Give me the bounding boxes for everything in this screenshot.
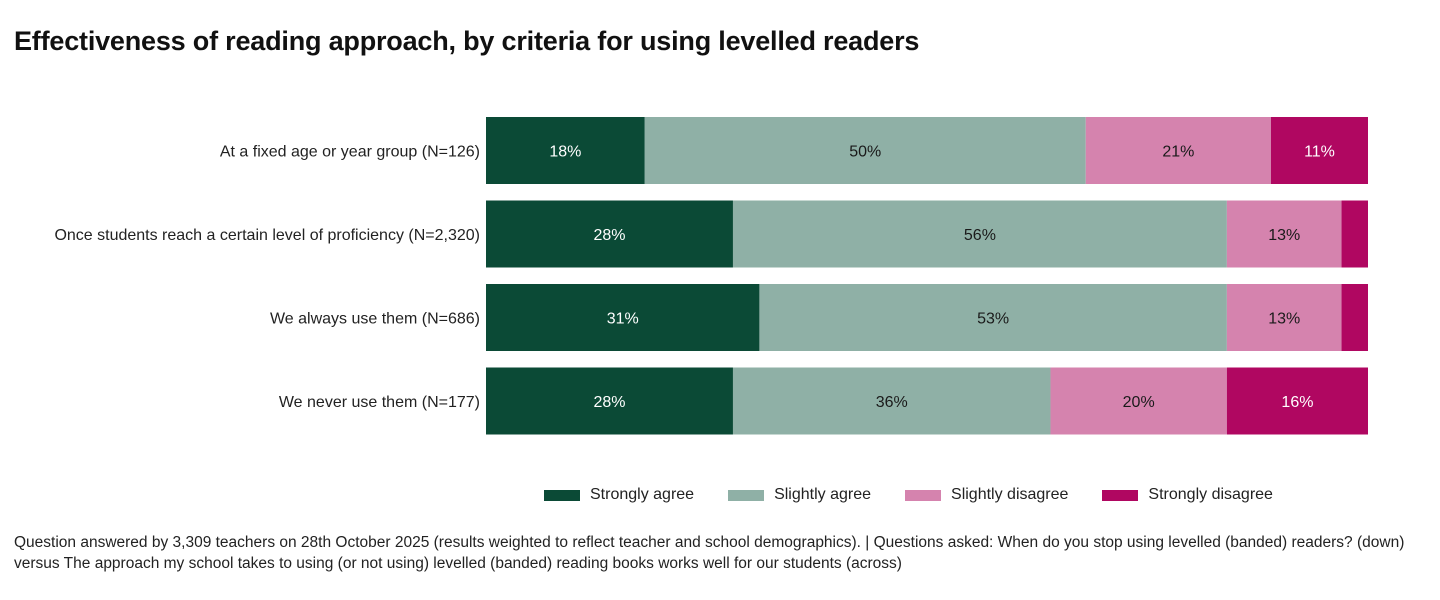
data-label: 13% (1268, 227, 1300, 244)
bar-segment-strongly-disagree (1341, 284, 1368, 351)
legend-label: Strongly agree (590, 486, 695, 503)
legend-swatch (905, 489, 942, 501)
bar-segment-strongly-agree (486, 367, 733, 435)
stacked-bar-chart: At a fixed age or year group (N=126) 18% 5… (54, 117, 1368, 435)
data-label: 20% (1123, 394, 1155, 411)
data-label: 13% (1268, 311, 1300, 328)
data-label: 53% (977, 311, 1009, 328)
data-label: 21% (1162, 144, 1194, 161)
bar-segment-slightly-disagree (1226, 200, 1342, 268)
bar-segment-slightly-disagree (1226, 284, 1342, 351)
bar-segment-slightly-agree (732, 367, 1051, 435)
bar-segment-slightly-agree (644, 117, 1086, 184)
legend-label: Slightly disagree (951, 486, 1069, 503)
data-label: 16% (1281, 394, 1313, 411)
footnote: Question answered by 3,309 teachers on 2… (14, 534, 1405, 572)
category-label: We always use them (N=686) (270, 311, 480, 328)
data-label: 28% (593, 227, 625, 244)
bar-segment-slightly-agree (732, 200, 1227, 268)
legend: Strongly agree Slightly agree Slightly dis… (544, 486, 1307, 504)
data-label: 28% (593, 394, 625, 411)
legend-swatch (728, 489, 765, 501)
bar-segment-slightly-disagree (1085, 117, 1271, 184)
category-label: At a fixed age or year group (N=126) (220, 144, 480, 161)
legend-item: Strongly agree (544, 486, 694, 504)
data-label: 56% (964, 227, 996, 244)
bar-segment-slightly-disagree (1050, 367, 1227, 435)
data-label: 11% (1304, 144, 1335, 161)
chart-title: Effectiveness of reading approach, by cr… (14, 26, 920, 56)
bar-segment-strongly-disagree (1226, 367, 1368, 435)
data-label: 50% (849, 144, 881, 161)
legend-swatch (1102, 489, 1139, 501)
bar-segment-slightly-agree (759, 284, 1227, 351)
category-label: Once students reach a certain level of p… (54, 227, 480, 244)
legend-label: Strongly disagree (1148, 486, 1273, 503)
legend-item: Slightly disagree (905, 486, 1068, 504)
legend-item: Slightly agree (728, 486, 871, 504)
bar-segment-strongly-agree (486, 117, 645, 184)
category-label: We never use them (N=177) (279, 394, 480, 411)
bar-segment-strongly-disagree (1341, 200, 1368, 268)
data-label: 31% (607, 311, 639, 328)
bar-segment-strongly-agree (486, 200, 733, 268)
bar-segment-strongly-agree (486, 284, 760, 351)
data-label: 18% (549, 144, 581, 161)
data-label: 36% (876, 394, 908, 411)
legend-item: Strongly disagree (1102, 486, 1273, 504)
legend-label: Slightly agree (774, 486, 872, 503)
legend-swatch (544, 489, 580, 501)
bar-segment-strongly-disagree (1270, 117, 1368, 184)
